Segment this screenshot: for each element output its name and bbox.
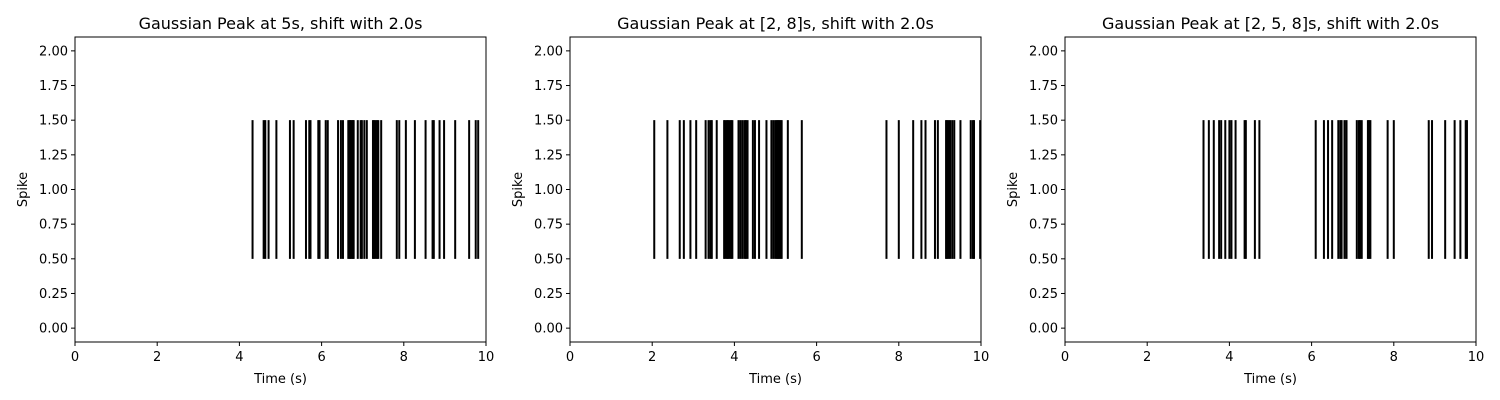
x-tick-label: 10 bbox=[1468, 350, 1485, 365]
x-tick-label: 10 bbox=[973, 350, 990, 365]
x-tick-label: 4 bbox=[1225, 350, 1233, 365]
y-tick-label: 0.50 bbox=[39, 252, 68, 267]
spike-events bbox=[251, 120, 480, 259]
y-tick-label: 1.75 bbox=[1029, 79, 1058, 94]
x-tick-label: 4 bbox=[730, 350, 738, 365]
x-tick-label: 8 bbox=[400, 350, 408, 365]
spike-events bbox=[653, 120, 982, 259]
y-tick-label: 2.00 bbox=[534, 44, 563, 59]
x-tick-label: 8 bbox=[1390, 350, 1398, 365]
subplot-title: Gaussian Peak at [2, 8]s, shift with 2.0… bbox=[617, 14, 934, 33]
y-tick-label: 0.00 bbox=[39, 322, 68, 337]
y-tick-label: 2.00 bbox=[1029, 44, 1058, 59]
y-tick-label: 1.50 bbox=[39, 114, 68, 129]
y-tick-label: 1.75 bbox=[534, 79, 563, 94]
y-tick-label: 0.75 bbox=[1029, 218, 1058, 233]
y-axis-label: Spike bbox=[1006, 172, 1021, 207]
y-tick-label: 1.50 bbox=[534, 114, 563, 129]
subplot-3: Gaussian Peak at [2, 5, 8]s, shift with … bbox=[1006, 14, 1484, 387]
y-tick-label: 0.75 bbox=[534, 218, 563, 233]
y-tick-label: 0.00 bbox=[534, 322, 563, 337]
x-axis-ticks: 0 2 4 6 8 10 bbox=[566, 342, 989, 365]
x-tick-label: 8 bbox=[895, 350, 903, 365]
subplot-title: Gaussian Peak at 5s, shift with 2.0s bbox=[139, 14, 423, 33]
y-tick-label: 0.25 bbox=[39, 287, 68, 302]
axes-frame bbox=[1064, 36, 1477, 343]
y-tick-label: 1.25 bbox=[534, 148, 563, 163]
y-tick-label: 1.00 bbox=[1029, 183, 1058, 198]
y-tick-label: 2.00 bbox=[39, 44, 68, 59]
y-tick-label: 1.50 bbox=[1029, 114, 1058, 129]
subplot-2: Gaussian Peak at [2, 8]s, shift with 2.0… bbox=[511, 14, 989, 387]
y-tick-label: 1.25 bbox=[39, 148, 68, 163]
x-tick-label: 2 bbox=[648, 350, 656, 365]
x-tick-label: 4 bbox=[235, 350, 243, 365]
x-tick-label: 2 bbox=[153, 350, 161, 365]
x-axis-ticks: 0 2 4 6 8 10 bbox=[71, 342, 494, 365]
y-tick-label: 0.00 bbox=[1029, 322, 1058, 337]
y-axis-label: Spike bbox=[511, 172, 526, 207]
y-tick-label: 0.50 bbox=[1029, 252, 1058, 267]
x-axis-ticks: 0 2 4 6 8 10 bbox=[1061, 342, 1484, 365]
subplot-1: Gaussian Peak at 5s, shift with 2.0s 0.0… bbox=[16, 14, 494, 387]
axes-frame bbox=[74, 36, 487, 343]
x-axis-label: Time (s) bbox=[748, 372, 802, 387]
y-tick-label: 0.25 bbox=[1029, 287, 1058, 302]
x-tick-label: 6 bbox=[1307, 350, 1315, 365]
y-tick-label: 0.50 bbox=[534, 252, 563, 267]
x-tick-label: 0 bbox=[1061, 350, 1069, 365]
y-axis-ticks: 0.00 0.25 0.50 0.75 1.00 1.25 1.50 1.75 2.00 bbox=[1029, 44, 1065, 337]
x-tick-label: 0 bbox=[71, 350, 79, 365]
x-tick-label: 0 bbox=[566, 350, 574, 365]
x-tick-label: 6 bbox=[812, 350, 820, 365]
axes-frame bbox=[569, 36, 982, 343]
x-axis-label: Time (s) bbox=[253, 372, 307, 387]
y-tick-label: 0.75 bbox=[39, 218, 68, 233]
x-tick-label: 10 bbox=[478, 350, 495, 365]
y-tick-label: 0.25 bbox=[534, 287, 563, 302]
y-axis-label: Spike bbox=[16, 172, 31, 207]
y-axis-ticks: 0.00 0.25 0.50 0.75 1.00 1.25 1.50 1.75 2.00 bbox=[534, 44, 570, 337]
y-tick-label: 1.00 bbox=[534, 183, 563, 198]
y-tick-label: 1.25 bbox=[1029, 148, 1058, 163]
spike-events bbox=[1202, 120, 1468, 259]
subplot-title: Gaussian Peak at [2, 5, 8]s, shift with … bbox=[1102, 14, 1439, 33]
y-axis-ticks: 0.00 0.25 0.50 0.75 1.00 1.25 1.50 1.75 2.00 bbox=[39, 44, 75, 337]
x-axis-label: Time (s) bbox=[1243, 372, 1297, 387]
y-tick-label: 1.00 bbox=[39, 183, 68, 198]
y-tick-label: 1.75 bbox=[39, 79, 68, 94]
x-tick-label: 2 bbox=[1143, 350, 1151, 365]
x-tick-label: 6 bbox=[317, 350, 325, 365]
